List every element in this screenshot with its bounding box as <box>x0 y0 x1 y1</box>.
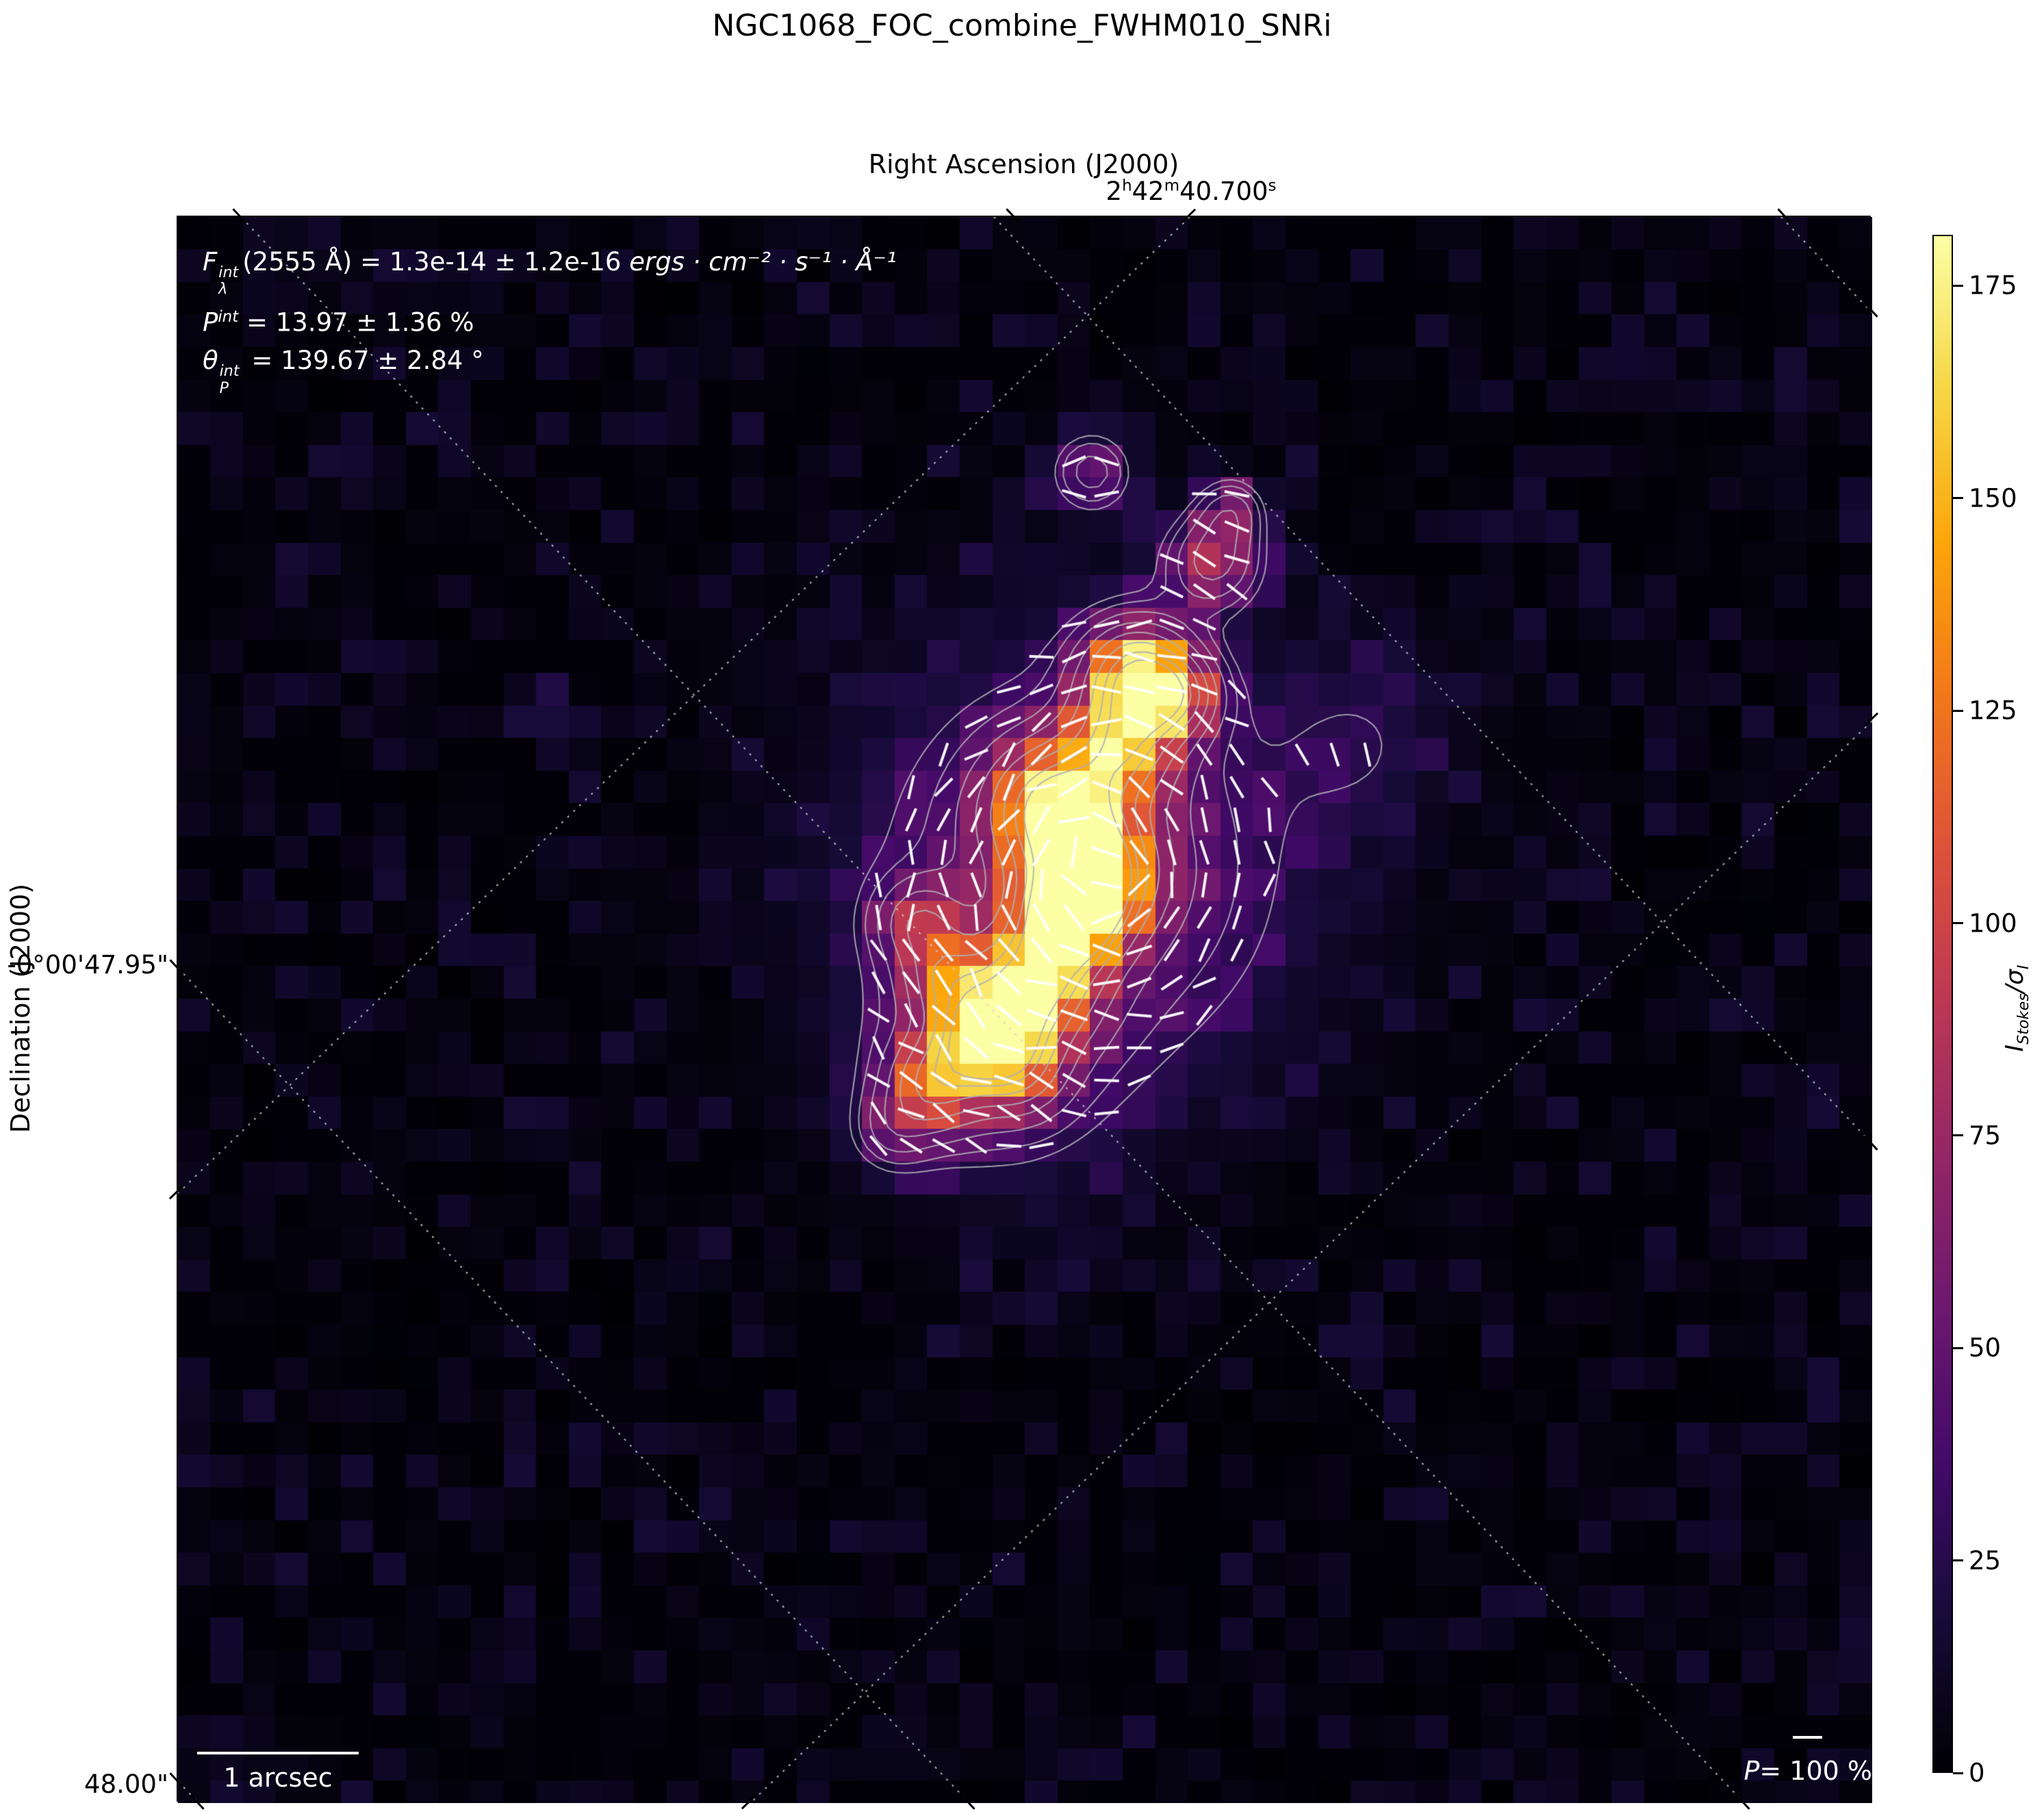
sky-image-canvas <box>178 217 1872 1803</box>
colorbar-tick-label: 150 <box>1969 483 2017 513</box>
colorbar-tick-mark <box>1953 1346 1963 1349</box>
colorbar-tick-label: 100 <box>1969 908 2017 938</box>
ra-tick-label: 2h42m40.700s <box>1106 177 1277 206</box>
ra-axis-label: Right Ascension (J2000) <box>868 149 1179 179</box>
dec-tick-label-lower: 48.00" <box>84 1770 168 1799</box>
angle-annotation-line: θ int P = 139.67 ± 2.84 ° <box>203 346 484 397</box>
arcsec-scale-bar <box>197 1752 359 1754</box>
arcsec-scale-label: 1 arcsec <box>223 1763 333 1793</box>
dec-tick-label-upper: -0°00'47.95" <box>7 950 168 980</box>
colorbar-tick-label: 75 <box>1969 1121 2002 1151</box>
colorbar-tick-mark <box>1953 1559 1963 1562</box>
colorbar-tick-mark <box>1953 284 1963 287</box>
polarization-annotation-line: Pint = 13.97 ± 1.36 % <box>203 307 474 337</box>
colorbar-tick-mark <box>1953 1772 1963 1774</box>
colorbar-tick-label: 50 <box>1969 1333 2002 1363</box>
colorbar-tick-mark <box>1953 497 1963 500</box>
polarization-reference-label: P= 100 % <box>1743 1756 1872 1786</box>
colorbar-label: IStokes/σI <box>2000 965 2033 1052</box>
colorbar-tick-label: 0 <box>1969 1758 1985 1788</box>
colorbar-tick-mark <box>1953 1134 1963 1137</box>
dec-axis-label: Declination (J2000) <box>5 883 36 1134</box>
polarization-reference-bar <box>1793 1736 1822 1739</box>
colorbar-tick-label: 175 <box>1969 270 2017 301</box>
colorbar-tick-mark <box>1953 709 1963 712</box>
figure-title: NGC1068_FOC_combine_FWHM010_SNRi <box>712 8 1332 43</box>
colorbar-tick-mark <box>1953 922 1963 925</box>
colorbar-tick-label: 125 <box>1969 695 2017 726</box>
colorbar-gradient <box>1932 235 1953 1773</box>
colorbar-tick-label: 25 <box>1969 1546 2002 1576</box>
